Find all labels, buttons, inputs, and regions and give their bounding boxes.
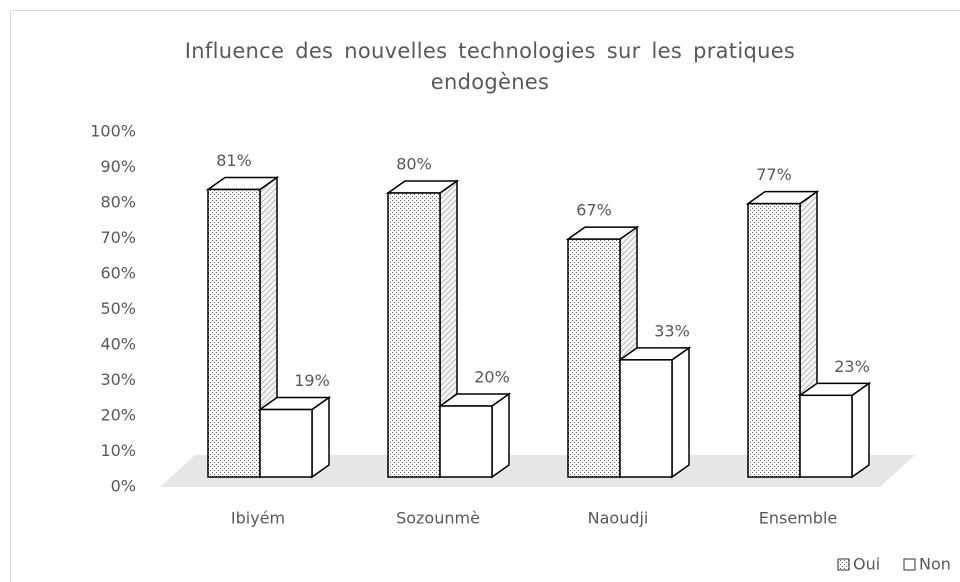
legend-swatch [837, 558, 850, 571]
value-label: 77% [756, 165, 792, 184]
y-tick-label: 60% [100, 264, 136, 283]
bar [207, 188, 261, 478]
bar [439, 405, 493, 478]
y-tick-label: 0% [111, 477, 136, 496]
y-tick-label: 40% [100, 335, 136, 354]
value-label: 20% [474, 368, 510, 387]
bar-side [671, 346, 690, 479]
legend-label: Non [919, 555, 951, 574]
bar [567, 238, 621, 478]
y-tick-label: 10% [100, 441, 136, 460]
value-label: 80% [396, 155, 432, 174]
bar [619, 359, 673, 478]
value-label: 67% [576, 201, 612, 220]
y-tick-label: 90% [100, 157, 136, 176]
y-tick-label: 50% [100, 299, 136, 318]
y-tick-label: 30% [100, 370, 136, 389]
chart-title: Influence des nouvelles technologies sur… [184, 39, 796, 94]
y-tick-label: 70% [100, 228, 136, 247]
bar-side [491, 392, 510, 479]
value-label: 23% [834, 357, 870, 376]
bar-side [851, 381, 870, 479]
bar [387, 192, 441, 478]
bar [747, 202, 801, 478]
bar-side [311, 396, 330, 479]
y-tick-label: 100% [90, 122, 136, 141]
floor [160, 455, 915, 487]
x-tick-label: Naoudji [588, 509, 649, 528]
chart-border [10, 10, 960, 582]
x-tick-label: Ensemble [759, 509, 837, 528]
value-label: 19% [294, 371, 330, 390]
x-tick-label: Ibiyém [231, 509, 285, 528]
x-tick-label: Sozounmè [396, 509, 480, 528]
legend-label: Oui [853, 555, 880, 574]
bar [259, 408, 313, 478]
y-tick-label: 80% [100, 193, 136, 212]
legend-swatch [903, 558, 916, 571]
y-tick-label: 20% [100, 406, 136, 425]
value-label: 81% [216, 151, 252, 170]
value-label: 33% [654, 321, 690, 340]
bar [799, 394, 853, 478]
